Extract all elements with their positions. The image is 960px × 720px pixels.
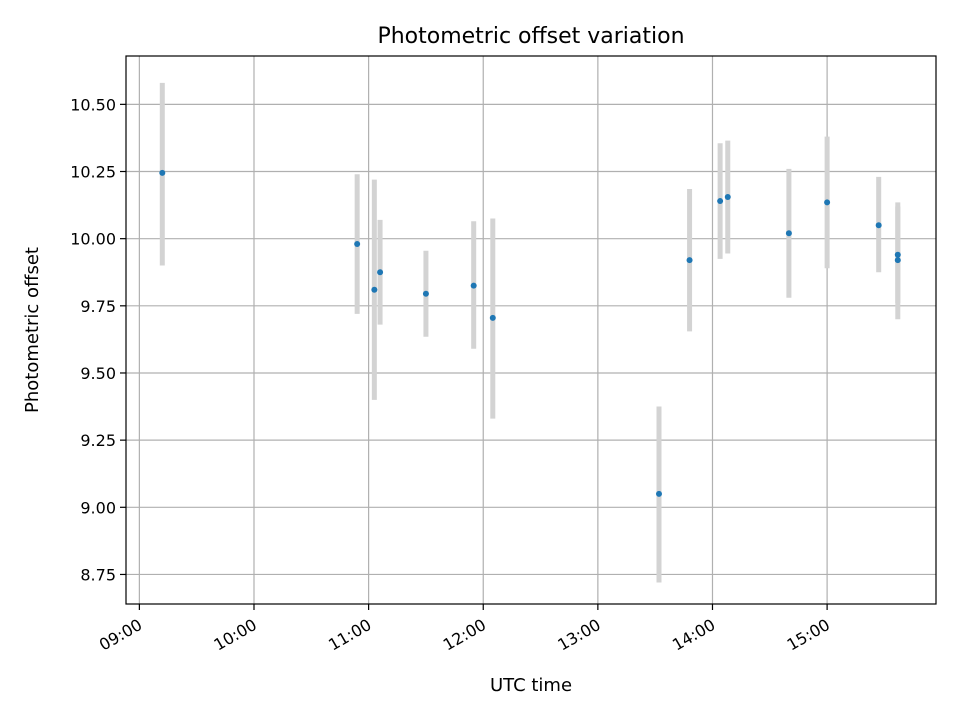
- data-point: [686, 257, 693, 264]
- y-tick-label: 9.50: [80, 364, 116, 383]
- y-tick-label: 10.00: [70, 230, 116, 249]
- data-point: [717, 198, 724, 205]
- data-points: [159, 169, 901, 497]
- y-axis-ticks: 8.75 9.00 9.25 9.50 9.75 10.00 10.25 10.50: [70, 95, 126, 584]
- data-point: [785, 230, 792, 237]
- x-tick-label: 10:00: [211, 615, 260, 655]
- y-tick-label: 10.25: [70, 163, 116, 182]
- chart-title: Photometric offset variation: [377, 24, 684, 49]
- x-tick-label: 12:00: [440, 615, 489, 655]
- data-point: [371, 286, 378, 293]
- data-point: [894, 257, 901, 264]
- data-point: [422, 290, 429, 297]
- x-tick-label: 15:00: [784, 615, 833, 655]
- data-point: [159, 169, 166, 176]
- x-tick-label: 14:00: [669, 615, 718, 655]
- data-point: [655, 490, 662, 497]
- x-tick-label: 09:00: [96, 615, 145, 655]
- data-point: [875, 222, 882, 229]
- x-tick-label: 11:00: [325, 615, 374, 655]
- grid: [126, 56, 936, 604]
- data-point: [470, 282, 477, 289]
- plot-frame: [125, 55, 937, 605]
- y-tick-label: 8.75: [80, 565, 116, 584]
- data-point: [354, 241, 361, 248]
- y-tick-label: 9.00: [80, 498, 116, 517]
- data-point: [894, 251, 901, 258]
- x-tick-label: 13:00: [554, 615, 603, 655]
- y-axis-label: Photometric offset: [22, 247, 43, 413]
- x-axis-label: UTC time: [490, 675, 572, 696]
- data-point: [489, 314, 496, 321]
- y-tick-label: 9.25: [80, 431, 116, 450]
- x-axis-ticks: 09:00 10:00 11:00 12:00 13:00 14:00 15:00: [96, 604, 833, 655]
- y-tick-label: 9.75: [80, 297, 116, 316]
- data-point: [824, 199, 831, 206]
- data-point: [724, 194, 731, 201]
- y-tick-label: 10.50: [70, 95, 116, 114]
- data-point: [377, 269, 384, 276]
